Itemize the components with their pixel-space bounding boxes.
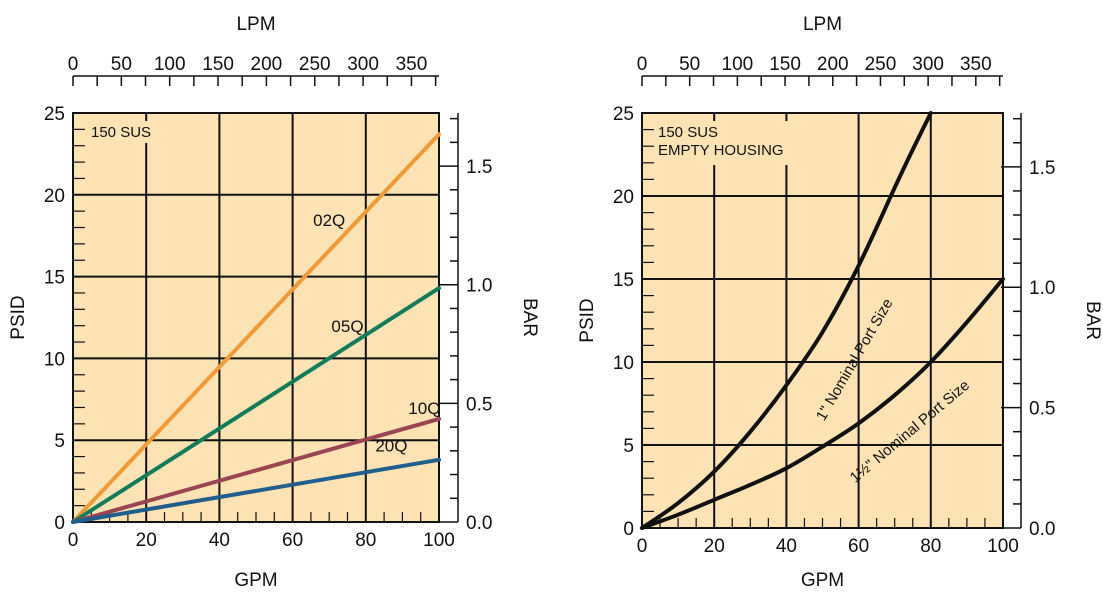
top-tick-label: 350: [960, 54, 992, 75]
y-axis-title: PSID: [577, 298, 598, 342]
right-tick-label: 1.5: [466, 157, 492, 178]
series-label: 20Q: [375, 437, 407, 456]
y-tick-label: 15: [44, 268, 65, 289]
x-tick-label: 40: [209, 530, 230, 551]
y-tick-label: 15: [613, 270, 634, 291]
x-axis-title: GPM: [234, 570, 277, 591]
top-tick-label: 50: [111, 54, 132, 75]
x-tick-label: 0: [68, 530, 79, 551]
top-axis-title: LPM: [236, 14, 275, 35]
right-tick-label: 0.0: [1029, 519, 1055, 540]
right-tick-label: 0.0: [466, 513, 492, 534]
y-tick-label: 0: [54, 513, 65, 534]
x-tick-label: 80: [355, 530, 376, 551]
top-tick-label: 100: [722, 54, 754, 75]
x-axis-title: GPM: [801, 570, 844, 591]
x-tick-label: 60: [848, 536, 869, 557]
series-label: 10Q: [408, 399, 440, 418]
y-axis-title: PSID: [8, 295, 29, 339]
right-tick-label: 1.0: [466, 276, 492, 297]
series-line: [71, 132, 441, 524]
series-line: [640, 111, 933, 530]
y-tick-label: 25: [44, 104, 65, 125]
right-tick-label: 0.5: [1029, 399, 1055, 420]
plot-area: [642, 113, 1003, 528]
top-axis: [72, 75, 439, 86]
series-line: [71, 457, 441, 524]
top-tick-label: 300: [912, 54, 944, 75]
annotation-label: EMPTY HOUSING: [658, 142, 784, 159]
plot-area: [73, 113, 439, 522]
x-tick-label: 40: [776, 536, 797, 557]
x-tick-label: 80: [920, 536, 941, 557]
x-tick-label: 100: [423, 530, 455, 551]
series-label: 02Q: [313, 211, 345, 230]
right-axis: [438, 113, 459, 523]
right-tick-label: 0.5: [466, 394, 492, 415]
annotation-label: 150 SUS: [658, 124, 718, 141]
y-tick-label: 5: [623, 436, 634, 457]
plot-border: [72, 112, 440, 523]
y-tick-label: 0: [623, 519, 634, 540]
y-tick-label: 10: [613, 353, 634, 374]
y-tick-label: 20: [44, 186, 65, 207]
series-label: 05Q: [331, 317, 363, 336]
right-axis: [1001, 113, 1022, 529]
series-line: [71, 416, 441, 524]
y-tick-label: 10: [44, 349, 65, 370]
right-axis-title: BAR: [519, 298, 540, 337]
top-tick-label: 350: [396, 54, 428, 75]
y-tick-label: 20: [613, 187, 634, 208]
top-axis: [641, 75, 1003, 86]
top-tick-label: 150: [769, 54, 801, 75]
top-tick-label: 250: [865, 54, 897, 75]
right-tick-label: 1.0: [1029, 278, 1055, 299]
annotation-bg: [87, 121, 163, 143]
top-tick-label: 300: [347, 54, 379, 75]
top-tick-label: 0: [68, 54, 79, 75]
plot-border: [641, 112, 1004, 529]
annotation-label: 150 SUS: [91, 124, 151, 141]
y-tick-label: 25: [613, 104, 634, 125]
top-tick-label: 200: [251, 54, 283, 75]
top-tick-label: 100: [154, 54, 186, 75]
x-tick-label: 60: [282, 530, 303, 551]
top-axis-title: LPM: [803, 14, 842, 35]
y-tick-label: 5: [54, 431, 65, 452]
top-tick-label: 250: [299, 54, 331, 75]
top-tick-label: 50: [679, 54, 700, 75]
series-line: [71, 286, 441, 524]
top-tick-label: 150: [202, 54, 234, 75]
x-tick-label: 0: [637, 536, 648, 557]
right-axis-title: BAR: [1082, 301, 1103, 340]
x-tick-label: 20: [704, 536, 725, 557]
top-tick-label: 200: [817, 54, 849, 75]
right-tick-label: 1.5: [1029, 158, 1055, 179]
x-tick-label: 100: [987, 536, 1019, 557]
x-tick-label: 20: [136, 530, 157, 551]
top-tick-label: 0: [637, 54, 648, 75]
series-line: [640, 277, 1005, 530]
annotation-bg: [654, 121, 796, 165]
